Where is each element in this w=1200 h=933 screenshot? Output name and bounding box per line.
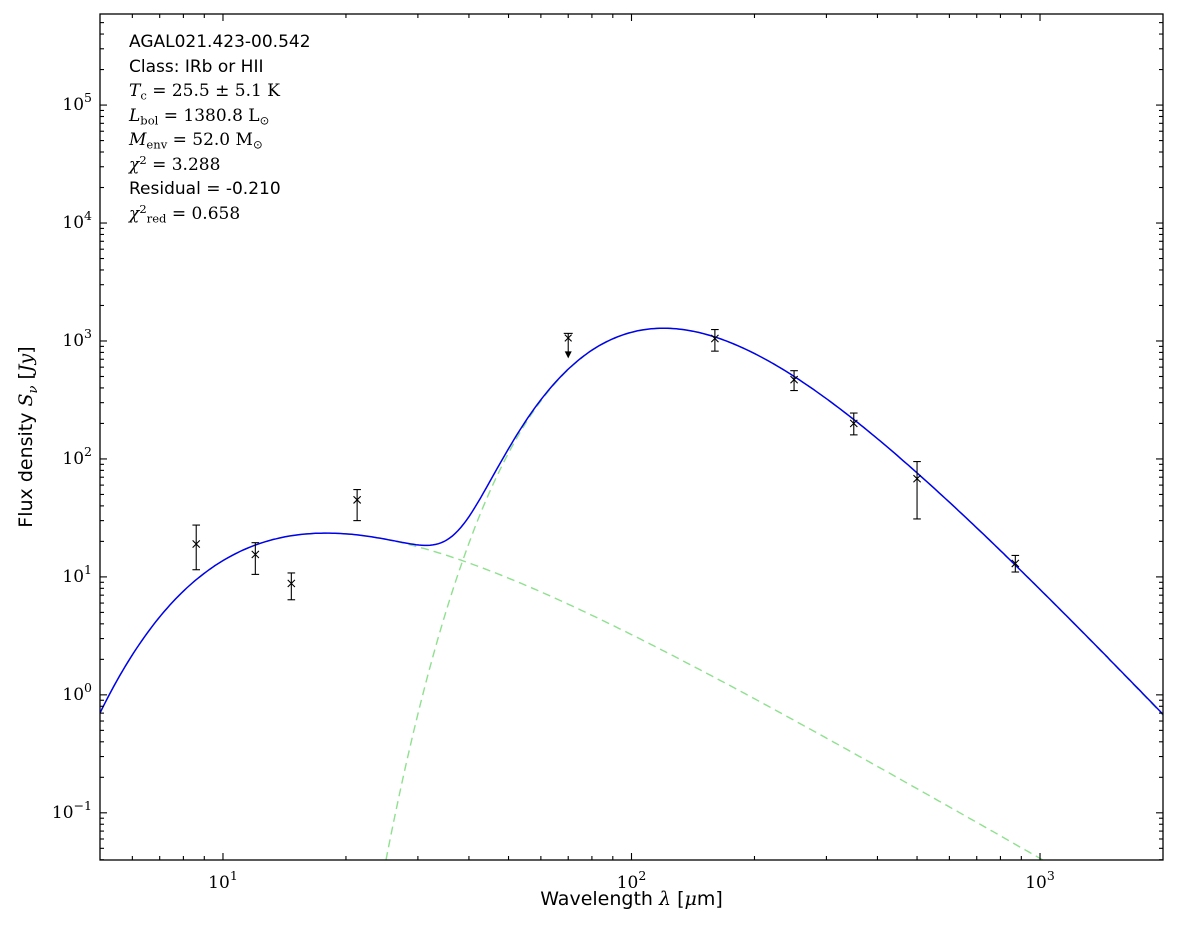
data-point-4 (710, 329, 719, 352)
axis-ticks (100, 14, 1163, 861)
annotation-line-4: Menv = 52.0 M⊙ (129, 130, 263, 152)
data-point-6 (849, 412, 858, 436)
down-arrow-icon (564, 351, 572, 359)
annotation-line-6: Residual = -0.210 (129, 179, 281, 199)
data-point-7 (913, 461, 922, 520)
data-point-1 (251, 542, 260, 575)
data-point-2 (287, 572, 296, 601)
annotation-line-5: χ2 = 3.288 (129, 152, 221, 175)
data-point-8 (1011, 554, 1020, 573)
data-point-3 (353, 489, 362, 522)
annotation-line-2: Tc = 25.5 ± 5.1 K (129, 81, 280, 103)
data-points (192, 329, 1020, 601)
model-total-curve (100, 327, 1163, 715)
annotation-line-3: Lbol = 1380.8 L⊙ (129, 105, 270, 128)
data-point-5 (790, 370, 799, 392)
annotation-line-0: AGAL021.423-00.542 (129, 32, 311, 52)
x-axis-label: Wavelength λ [μm] (540, 888, 723, 910)
annotation-line-1: Class: IRb or HII (129, 56, 264, 77)
fit-parameters-annotation: AGAL021.423-00.542 Class: IRb or HII Tc = … (129, 30, 311, 226)
y-axis-label: Flux density Sν [Jy] (15, 346, 41, 527)
plot-border (99, 13, 1164, 861)
data-point-0 (192, 524, 201, 571)
model-component-hot-blackbody (100, 532, 1045, 860)
annotation-line-7: χ2red = 0.658 (129, 201, 241, 226)
upper-limit-point (563, 332, 573, 359)
model-curves (100, 327, 1163, 860)
